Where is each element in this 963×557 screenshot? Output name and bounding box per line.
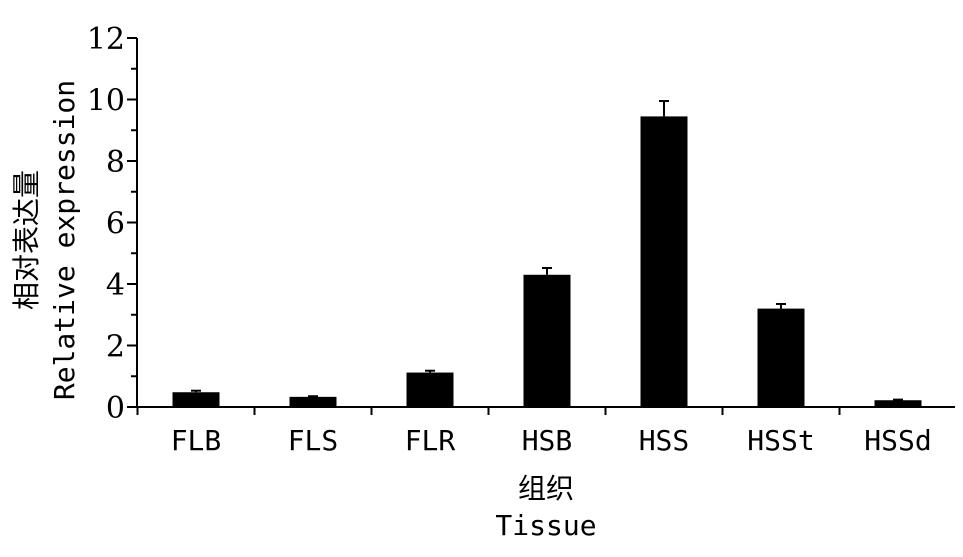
error-bars [191, 100, 903, 401]
x-ticks [136, 407, 841, 415]
bar-hsb [523, 274, 571, 407]
x-axis-title-cn: 组织 [518, 472, 574, 505]
y-axis-title-cn: 相对表达量 [10, 170, 43, 310]
bars [172, 116, 922, 407]
category-label-hsb: HSB [522, 424, 573, 457]
category-labels: FLB FLS FLR HSB HSS HSSt HSSd [171, 424, 932, 457]
category-label-flr: FLR [405, 424, 456, 457]
y-axis-title-en: Relative expression [48, 80, 81, 400]
y-tick-label: 8 [106, 145, 125, 180]
category-label-hss: HSS [639, 424, 690, 457]
y-tick-label: 2 [106, 330, 125, 365]
y-tick-label: 10 [87, 84, 125, 119]
y-tick-label: 6 [106, 207, 125, 242]
bar-fls [289, 396, 337, 407]
y-tick-label: 4 [106, 268, 125, 303]
y-ticks: 0 2 4 6 8 10 12 [87, 22, 137, 426]
bar-hss [640, 116, 688, 407]
x-axis-title-en: Tissue [495, 509, 596, 542]
category-label-hsst: HSSt [747, 424, 814, 457]
y-tick-label: 0 [106, 391, 125, 426]
category-label-hssd: HSSd [864, 424, 931, 457]
bar-hssd [874, 400, 922, 407]
category-label-fls: FLS [288, 424, 339, 457]
bar-hsst [757, 308, 805, 407]
y-tick-label: 12 [87, 22, 125, 57]
bar-flr [406, 372, 454, 407]
category-label-flb: FLB [171, 424, 222, 457]
bar-flb [172, 392, 220, 407]
